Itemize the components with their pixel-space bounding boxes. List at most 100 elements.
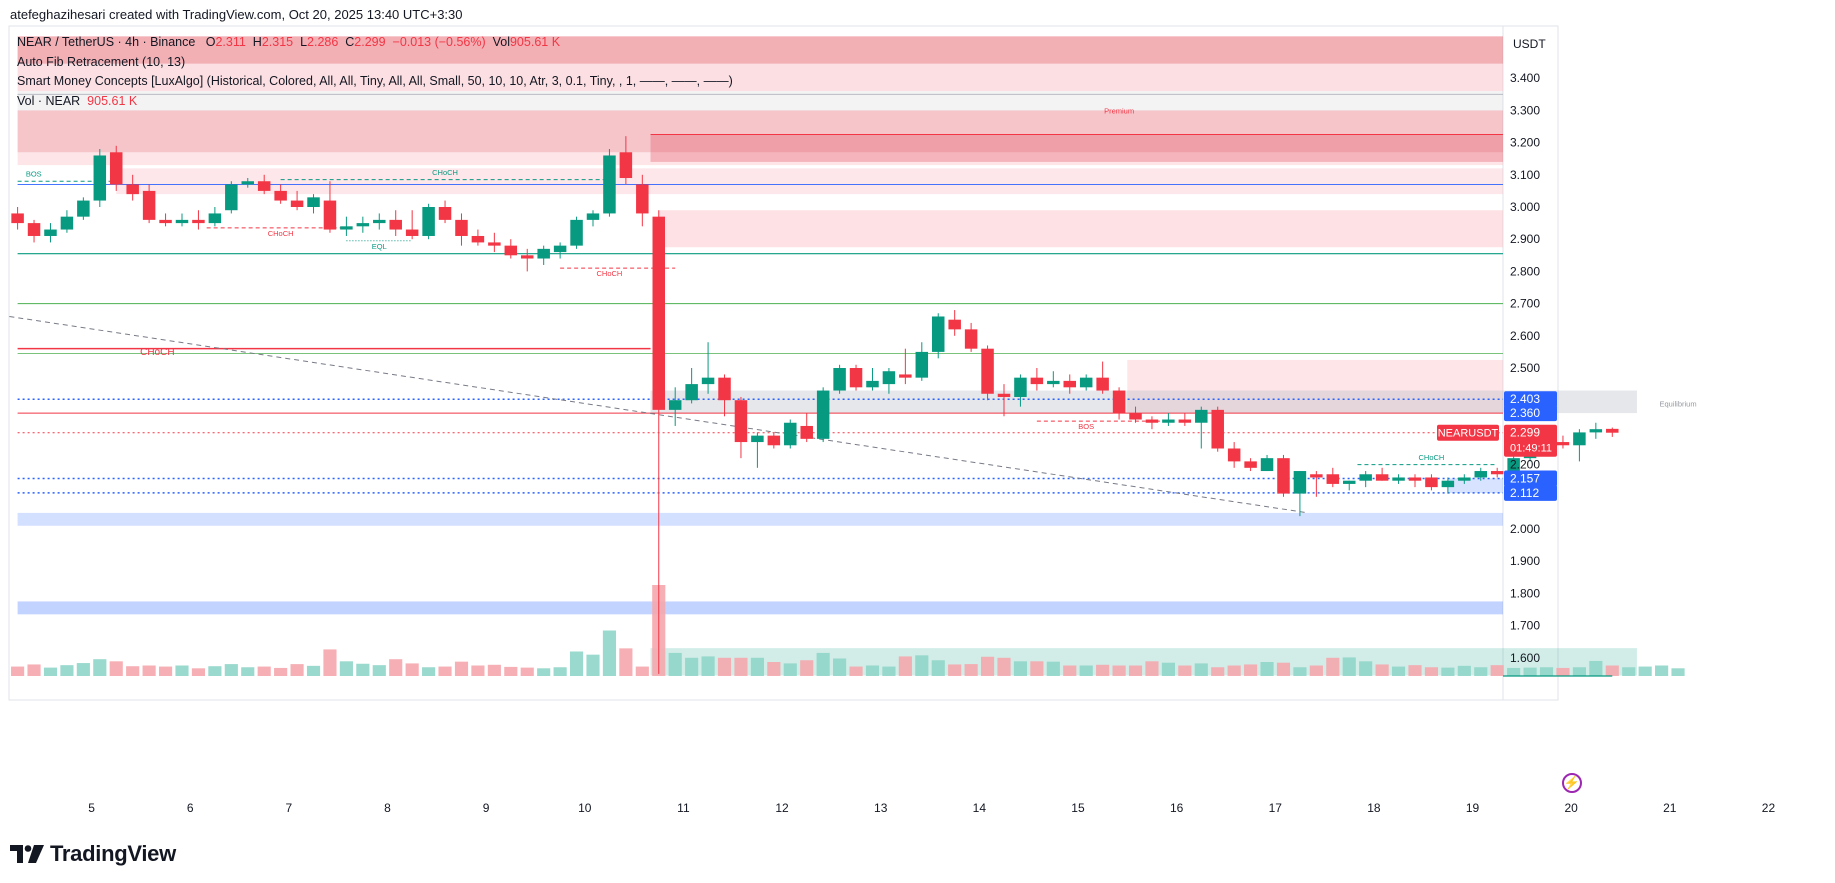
candle-body — [1260, 458, 1274, 472]
legend-symbol-row: NEAR / TetherUS · 4h · Binance O2.311 H2… — [17, 33, 733, 53]
candle — [1112, 387, 1126, 420]
structure-label: Premium — [1104, 107, 1134, 116]
volume-bar — [833, 658, 847, 676]
volume-bar — [504, 666, 518, 676]
symbol-badge: NEARUSDT — [1437, 424, 1499, 441]
candle — [1408, 474, 1422, 488]
price-badge: 2.360 — [1504, 405, 1557, 422]
candle — [1474, 467, 1488, 481]
candle-body — [241, 181, 255, 185]
candle-body — [225, 184, 238, 211]
legend-vol-value: 905.61 K — [87, 93, 138, 108]
volume-bar — [1030, 661, 1044, 676]
candle — [1047, 371, 1060, 388]
structure-label: CHoCH — [432, 168, 458, 177]
volume-bar — [1572, 667, 1586, 676]
candle-body — [11, 213, 24, 224]
candle — [1425, 474, 1438, 491]
candle — [1606, 427, 1619, 437]
candle — [241, 178, 255, 188]
structure-label: CHoCH — [1419, 453, 1445, 462]
candle-body — [964, 329, 978, 349]
price-axis: USDT 3.400 3.300 3.200 3.100 3.000 2.900 2.800 2… — [1437, 37, 1557, 665]
candle-body — [570, 219, 583, 246]
volume-bar — [980, 656, 995, 676]
candle-body — [849, 368, 863, 388]
volume-bar — [948, 664, 962, 676]
candle — [77, 197, 90, 220]
candle-body — [1096, 377, 1109, 391]
legend-symbol[interactable]: NEAR / TetherUS · 4h · Binance — [17, 35, 196, 49]
price-tick-label: 1.800 — [1510, 586, 1540, 600]
candle — [1310, 471, 1323, 497]
candle-body — [1145, 419, 1159, 423]
candle — [1556, 435, 1570, 449]
volume-bar — [1112, 665, 1126, 676]
time-tick-label: 16 — [1170, 801, 1184, 815]
volume-bar — [1128, 665, 1143, 676]
tradingview-logo[interactable]: TradingView — [10, 840, 176, 868]
candle-body — [1277, 458, 1290, 494]
price-tick-label: 1.700 — [1510, 619, 1540, 633]
candle-body — [1606, 428, 1619, 433]
candle — [751, 432, 764, 468]
volume-bar — [1227, 665, 1241, 676]
volume-bar — [915, 655, 929, 676]
volume-bar — [142, 665, 156, 676]
volume-bar — [208, 666, 222, 676]
candle — [537, 245, 550, 265]
legend-fib-indicator[interactable]: Auto Fib Retracement (10, 13) — [17, 54, 186, 69]
price-badge: 2.403 — [1504, 391, 1557, 408]
candle — [1573, 429, 1586, 462]
candle-body — [751, 435, 764, 443]
volume-layer — [11, 585, 1685, 676]
structure-lines-layer — [17, 179, 1498, 466]
tradingview-logo-icon — [10, 845, 44, 863]
candles-layer — [11, 136, 1619, 674]
candle-body — [981, 348, 994, 394]
candle-body — [636, 184, 649, 214]
candle — [504, 239, 518, 259]
candle-body — [1129, 413, 1142, 420]
price-zone — [17, 512, 1504, 526]
symbol-badge-bg — [1437, 424, 1499, 441]
candle-body — [1507, 458, 1520, 475]
volume-bar — [487, 664, 501, 676]
volume-bar — [849, 666, 863, 676]
lightning-icon[interactable]: ⚡ — [1562, 773, 1582, 793]
candle-body — [488, 242, 501, 246]
candle-body — [471, 235, 485, 243]
candle — [882, 368, 896, 394]
price-zone — [17, 110, 1504, 153]
candle-body — [1162, 419, 1175, 423]
volume-bar — [602, 630, 617, 676]
candle-body — [340, 226, 353, 230]
structure-label: EQL — [372, 242, 387, 251]
structure-label: Equilibrium — [1659, 400, 1696, 409]
volume-bar — [1244, 664, 1258, 676]
candle-body — [1326, 474, 1340, 484]
volume-bar — [1589, 660, 1603, 676]
volume-bar — [1622, 667, 1636, 676]
legend-vol-indicator[interactable]: Vol · NEAR 905.61 K — [17, 92, 733, 112]
volume-bar — [438, 666, 452, 676]
candle — [586, 210, 600, 227]
price-badge-label: 2.112 — [1510, 486, 1539, 500]
candle — [652, 210, 666, 674]
candle — [471, 229, 485, 246]
candle-body — [1556, 442, 1570, 446]
time-tick-label: 21 — [1663, 801, 1677, 815]
candle — [405, 210, 419, 240]
symbol-badge-label: NEARUSDT — [1438, 428, 1499, 440]
price-badge: 2.157 — [1504, 470, 1557, 487]
legend-smc-indicator[interactable]: Smart Money Concepts [LuxAlgo] (Historic… — [17, 74, 733, 88]
volume-bar — [882, 666, 896, 676]
volume-bar — [389, 659, 403, 676]
volume-bar — [964, 664, 978, 676]
volume-bar — [1605, 665, 1619, 676]
price-tick-label: 2.800 — [1510, 264, 1540, 278]
candle — [44, 223, 57, 243]
candle-body — [1195, 409, 1208, 423]
candle-body — [208, 213, 222, 224]
